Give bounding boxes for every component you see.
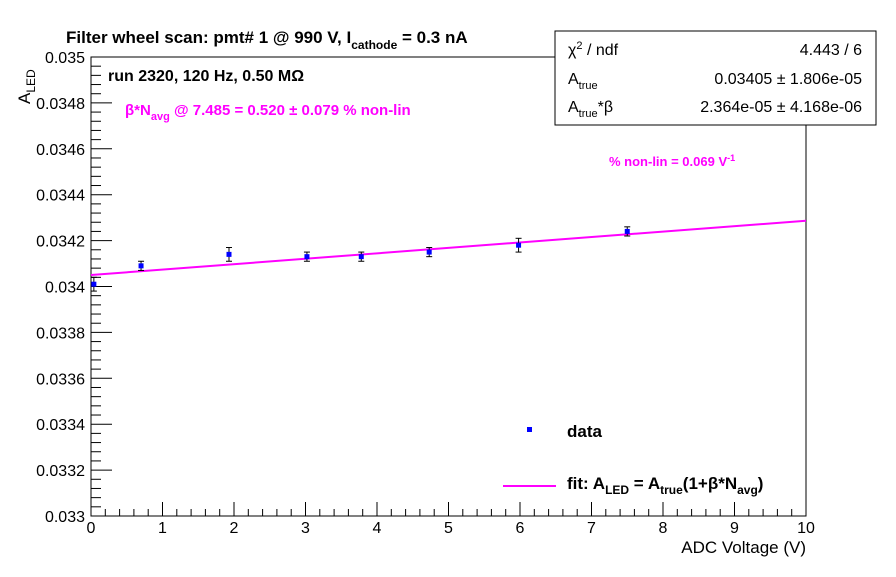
legend-fit-c: (1+β*N xyxy=(683,474,737,493)
data-point xyxy=(138,263,144,269)
slope-annotation: % non-lin = 0.069 V-1 xyxy=(609,153,735,169)
y-tick-label: 0.0334 xyxy=(36,417,85,434)
stats-beta-label: Atrue*β xyxy=(568,99,613,120)
fit-group xyxy=(90,219,807,277)
title-sub: cathode xyxy=(351,38,397,52)
y-tick-label: 0.0344 xyxy=(36,188,85,205)
data-points-group xyxy=(90,226,631,292)
title-tail: = 0.3 nA xyxy=(397,28,467,47)
y-tick-label: 0.035 xyxy=(45,50,85,67)
nonlin-annotation: β*Navg @ 7.485 = 0.520 ± 0.079 % non-lin xyxy=(125,102,411,123)
data-point xyxy=(226,251,232,257)
stats-atrue-label: Atrue xyxy=(568,71,598,92)
run-info-text: run 2320, 120 Hz, 0.50 MΩ xyxy=(108,68,304,85)
slope-main: % non-lin = 0.069 V xyxy=(609,154,727,169)
y-tick-label: 0.0336 xyxy=(36,371,85,388)
legend-fit-a-sub: LED xyxy=(605,483,629,497)
legend-data-label: data xyxy=(567,422,603,441)
stats-beta-label-tail: *β xyxy=(598,99,613,116)
x-tick-label: 2 xyxy=(230,520,239,537)
y-tick-label: 0.0348 xyxy=(36,96,85,113)
slope-sup: -1 xyxy=(727,153,735,163)
stats-atrue-value: 0.03405 ± 1.806e-05 xyxy=(714,71,862,88)
x-tick-label: 10 xyxy=(797,520,815,537)
x-tick-label: 6 xyxy=(516,520,525,537)
data-point xyxy=(304,254,310,260)
legend-fit-b: = A xyxy=(629,474,660,493)
data-point xyxy=(624,228,630,234)
data-point xyxy=(91,281,97,287)
stats-beta-value: 2.364e-05 ± 4.168e-06 xyxy=(700,99,862,116)
y-tick-label: 0.0346 xyxy=(36,142,85,159)
legend-fit-c-sub: avg xyxy=(737,483,758,497)
legend-data-marker xyxy=(527,427,532,432)
stats-atrue-label-main: A xyxy=(568,71,579,88)
legend-fit-b-sub: true xyxy=(660,483,683,497)
stats-beta-label-main: A xyxy=(568,99,579,116)
y-tick-label: 0.0342 xyxy=(36,234,85,251)
chart-title: Filter wheel scan: pmt# 1 @ 990 V, Icath… xyxy=(66,28,468,52)
fit-line xyxy=(90,219,807,277)
title-main: Filter wheel scan: pmt# 1 @ 990 V, I xyxy=(66,28,351,47)
legend-fit-a: fit: A xyxy=(567,474,605,493)
y-axis-label-main: A xyxy=(15,92,34,104)
x-tick-label: 7 xyxy=(587,520,596,537)
x-tick-label: 3 xyxy=(301,520,310,537)
data-point xyxy=(426,249,432,255)
data-point xyxy=(516,242,522,248)
stats-chi2-value: 4.443 / 6 xyxy=(800,42,862,59)
stats-box xyxy=(554,30,877,126)
legend-fit-d: ) xyxy=(758,474,764,493)
axes-group: 0 1 2 3 4 5 6 7 8 9 10 0.033 0.0332 0.0334 0.0336 0.033… xyxy=(36,50,815,537)
x-tick-label: 1 xyxy=(158,520,167,537)
y-tick-label: 0.0332 xyxy=(36,463,85,480)
nonlin-post: @ 7.485 = 0.520 ± 0.079 % non-lin xyxy=(170,102,411,119)
stats-beta-label-sub: true xyxy=(579,108,598,120)
x-tick-label: 9 xyxy=(730,520,739,537)
y-tick-label: 0.033 xyxy=(45,509,85,526)
stats-atrue-label-sub: true xyxy=(579,80,598,92)
legend-fit-label: fit: ALED = Atrue(1+β*Navg) xyxy=(567,474,763,497)
stats-chi2-label: χ2 / ndf xyxy=(568,40,619,59)
nonlin-pre: β*N xyxy=(125,102,151,119)
x-tick-label: 5 xyxy=(444,520,453,537)
x-tick-label: 4 xyxy=(373,520,382,537)
stats-chi2-label-tail: / ndf xyxy=(583,42,619,59)
x-tick-label: 8 xyxy=(659,520,668,537)
y-axis-label-sub: LED xyxy=(24,69,38,93)
x-tick-label: 0 xyxy=(87,520,96,537)
stats-chi2-label-main: χ xyxy=(568,42,577,59)
x-axis-label: ADC Voltage (V) xyxy=(681,538,806,557)
stats-chi2-label-sup: 2 xyxy=(576,40,582,52)
nonlin-sub: avg xyxy=(151,111,170,123)
y-tick-label: 0.034 xyxy=(45,280,85,297)
data-point xyxy=(358,254,364,260)
y-tick-label: 0.0338 xyxy=(36,325,85,342)
y-axis-label: ALED xyxy=(15,69,38,104)
